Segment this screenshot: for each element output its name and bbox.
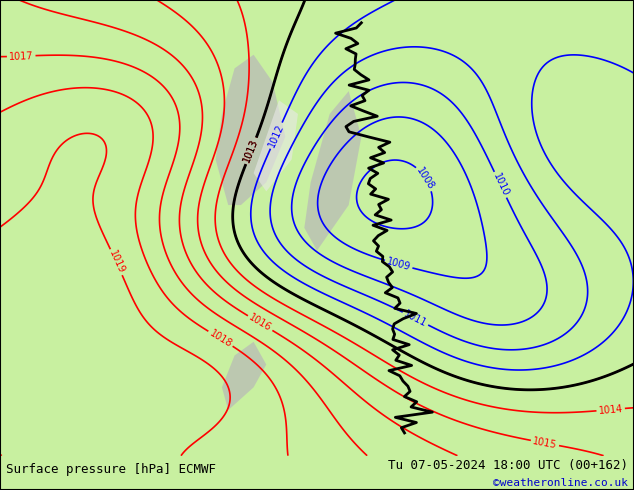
Text: 1018: 1018 [207, 328, 233, 349]
Text: 1011: 1011 [403, 309, 429, 328]
Text: 1012: 1012 [267, 122, 286, 149]
Text: 1016: 1016 [247, 313, 273, 334]
Text: 1015: 1015 [532, 436, 558, 450]
Text: 1014: 1014 [598, 404, 623, 416]
Text: 1019: 1019 [107, 249, 126, 275]
Text: 1017: 1017 [9, 51, 34, 62]
Text: 1013: 1013 [242, 138, 261, 164]
Text: 1008: 1008 [415, 165, 436, 191]
Text: ©weatheronline.co.uk: ©weatheronline.co.uk [493, 478, 628, 488]
Text: 1013: 1013 [242, 138, 261, 164]
Text: 1010: 1010 [491, 172, 510, 198]
Text: Tu 07-05-2024 18:00 UTC (00+162): Tu 07-05-2024 18:00 UTC (00+162) [387, 460, 628, 472]
Text: 1009: 1009 [385, 256, 411, 272]
Text: Surface pressure [hPa] ECMWF: Surface pressure [hPa] ECMWF [6, 463, 216, 476]
